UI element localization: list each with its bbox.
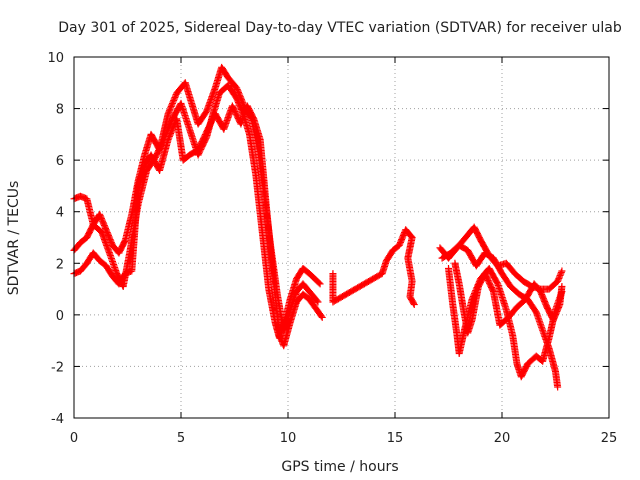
data-point-marker: [469, 294, 477, 302]
data-point-marker: [555, 273, 563, 281]
data-point-marker: [318, 313, 326, 321]
plot-frame: [73, 56, 610, 419]
series-trace-d: [329, 226, 418, 309]
data-point-marker: [167, 102, 175, 110]
data-point-marker: [165, 107, 173, 115]
data-point-marker: [167, 104, 175, 112]
data-point-marker: [410, 301, 418, 309]
series-trace-g: [451, 259, 566, 337]
data-point-marker: [168, 101, 176, 109]
y-tick-label: 10: [47, 51, 64, 66]
data-point-marker: [275, 331, 283, 339]
data-point-marker: [171, 92, 179, 100]
data-point-marker: [474, 281, 482, 289]
data-point-marker: [164, 136, 172, 144]
data-point-marker: [165, 108, 173, 116]
data-point-marker: [169, 98, 177, 106]
data-point-marker: [164, 110, 172, 118]
data-point-marker: [237, 94, 245, 102]
data-point-marker: [554, 277, 562, 285]
data-point-marker: [471, 288, 479, 296]
x-tick-label: 0: [70, 431, 78, 446]
data-point-marker: [171, 94, 179, 102]
x-axis-label: GPS time / hours: [281, 459, 398, 475]
data-point-marker: [167, 130, 175, 138]
series-trace-c: [70, 102, 326, 350]
data-point-marker: [314, 298, 322, 306]
x-tick-label: 10: [280, 431, 297, 446]
y-tick-label: 4: [56, 206, 64, 221]
y-tick-label: 6: [56, 154, 64, 169]
data-point-marker: [276, 333, 284, 341]
data-point-marker: [470, 291, 478, 299]
data-marks: [70, 63, 566, 391]
data-point-marker: [317, 312, 325, 320]
data-point-marker: [474, 282, 482, 290]
data-point-marker: [165, 133, 173, 141]
y-tick-label: -4: [51, 412, 64, 427]
data-point-marker: [234, 88, 242, 96]
data-point-marker: [168, 125, 176, 133]
data-point-marker: [556, 271, 564, 279]
data-point-marker: [238, 97, 246, 105]
x-tick-label: 25: [601, 431, 618, 446]
data-point-marker: [170, 96, 178, 104]
x-tick-label: 5: [177, 431, 185, 446]
data-point-marker: [236, 91, 244, 99]
data-point-marker: [558, 288, 566, 296]
data-point-marker: [168, 127, 176, 135]
y-tick-label: 8: [56, 103, 64, 118]
data-point-marker: [239, 100, 247, 108]
y-tick-label: -2: [51, 360, 64, 375]
data-point-marker: [315, 279, 323, 287]
data-point-marker: [473, 284, 481, 292]
data-point-marker: [475, 279, 483, 287]
data-point-marker: [410, 299, 418, 307]
data-point-marker: [166, 131, 174, 139]
data-point-marker: [470, 289, 478, 297]
data-point-marker: [234, 87, 242, 95]
data-point-marker: [558, 267, 566, 275]
data-point-marker: [475, 278, 483, 286]
data-point-marker: [165, 134, 173, 142]
y-tick-label: 2: [56, 257, 64, 272]
data-point-marker: [168, 99, 176, 107]
data-point-marker: [236, 93, 244, 101]
data-point-marker: [469, 292, 477, 300]
data-point-marker: [472, 285, 480, 293]
x-tick-label: 15: [387, 431, 404, 446]
data-point-marker: [316, 280, 324, 288]
data-point-marker: [166, 105, 174, 113]
y-axis-label: SDTVAR / TECUs: [6, 181, 22, 296]
x-tick-label: 20: [494, 431, 511, 446]
data-point-marker: [167, 128, 175, 136]
data-point-marker: [235, 90, 243, 98]
data-point-marker: [233, 84, 241, 92]
data-point-marker: [472, 287, 480, 295]
data-point-marker: [557, 268, 565, 276]
series-trace-h: [445, 264, 566, 381]
data-point-marker: [170, 95, 178, 103]
data-point-marker: [313, 297, 321, 305]
data-point-marker: [238, 96, 246, 104]
data-point-marker: [555, 274, 563, 282]
data-point-marker: [554, 276, 562, 284]
chart-title: Day 301 of 2025, Sidereal Day-to-day VTE…: [58, 20, 622, 36]
tick-layer: 0 5 10 15 20 25 -4 -2 0 2 4 6 8 10: [47, 51, 617, 446]
data-point-marker: [468, 295, 476, 303]
data-point-marker: [233, 85, 241, 93]
y-tick-label: 0: [56, 309, 64, 324]
data-point-marker: [557, 270, 565, 278]
data-point-marker: [554, 383, 562, 391]
data-point-marker: [239, 99, 247, 107]
grid-layer: [74, 57, 609, 418]
